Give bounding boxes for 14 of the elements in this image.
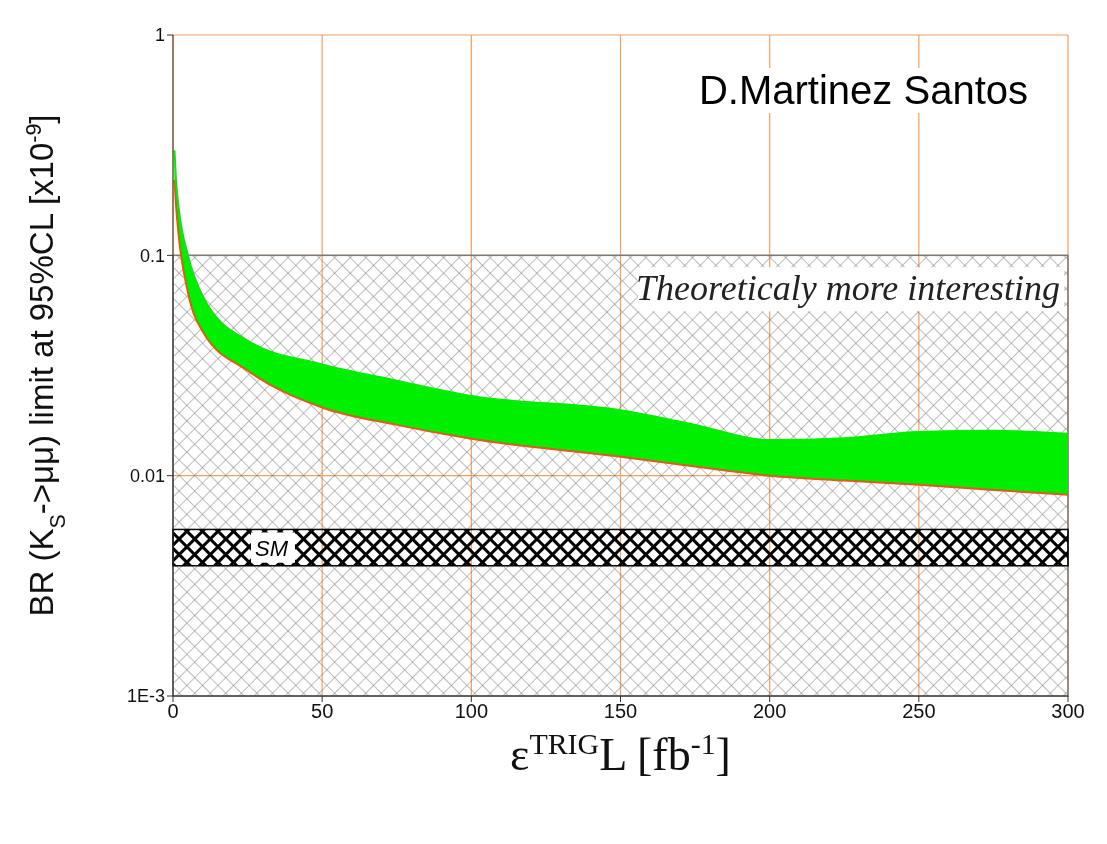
- x-tick-label: 100: [454, 700, 489, 723]
- y-tick-label: 0.1: [139, 245, 165, 266]
- x-tick-label: 250: [902, 700, 936, 723]
- x-tick-label: 300: [1051, 700, 1085, 723]
- annotation: D.Martinez Santos: [698, 68, 1028, 113]
- x-tick-label: 150: [603, 700, 638, 723]
- y-tick-label: 0.01: [129, 466, 165, 487]
- x-tick-label: 0: [167, 700, 179, 723]
- x-tick-label: 200: [752, 700, 787, 723]
- band-label: SM: [255, 535, 289, 561]
- x-axis-title: ε$^{TRIG}$L [fb$^{-1}$]: [510, 726, 731, 780]
- x-tick-label: 50: [311, 700, 334, 723]
- y-tick-label: 1: [154, 25, 165, 46]
- y-tick-label: 1E-3: [126, 686, 165, 707]
